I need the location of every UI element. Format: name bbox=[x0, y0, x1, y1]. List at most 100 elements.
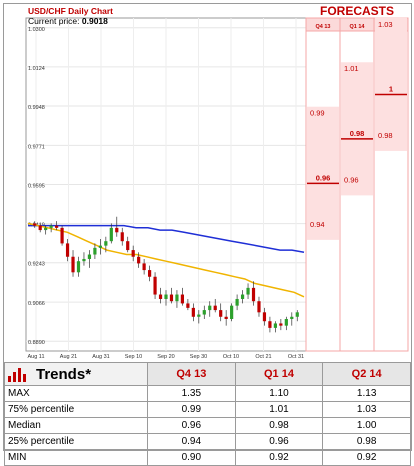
forecast-header-label: Q4 13 bbox=[316, 24, 331, 30]
candle-body bbox=[44, 227, 48, 231]
candle-body bbox=[191, 307, 195, 317]
candle-body bbox=[104, 241, 108, 246]
candle-body bbox=[147, 270, 152, 277]
candles bbox=[33, 216, 299, 333]
ma-slow-line bbox=[28, 224, 305, 254]
x-tick-label: Aug 11 bbox=[27, 354, 44, 360]
forecast-low-label: 0.96 bbox=[344, 175, 359, 184]
price-chart: 1.03001.01240.99480.97710.95950.94190.92… bbox=[25, 4, 409, 360]
table-cell: 1.01 bbox=[234, 401, 324, 418]
candle-body bbox=[49, 225, 53, 228]
table-cell: 0.92 bbox=[234, 449, 324, 466]
trends-header-row: Trends* Q4 13 Q1 14 Q2 14 bbox=[4, 362, 411, 386]
candle-body bbox=[164, 294, 168, 299]
candle-body bbox=[213, 305, 217, 311]
candle-body bbox=[284, 318, 288, 326]
y-tick-label: 0.8890 bbox=[28, 340, 45, 346]
forecast-median-label: 1 bbox=[389, 84, 393, 93]
row-label: 25% percentile bbox=[4, 433, 148, 450]
forecast-low-label: 0.94 bbox=[310, 220, 325, 229]
x-tick-label: Aug 21 bbox=[60, 354, 77, 360]
table-row: 75% percentile 0.99 1.01 1.03 bbox=[4, 401, 411, 418]
candle-body bbox=[126, 241, 130, 251]
x-tick-label: Oct 21 bbox=[255, 354, 271, 360]
table-cell: 0.99 bbox=[147, 401, 236, 418]
candle-body bbox=[202, 310, 206, 315]
candle-body bbox=[131, 250, 135, 257]
trends-title: Trends bbox=[36, 365, 86, 383]
x-tick-label: Aug 31 bbox=[92, 354, 109, 360]
table-cell: 0.90 bbox=[147, 449, 236, 466]
table-cell: 1.35 bbox=[147, 385, 236, 402]
x-tick-label: Sep 20 bbox=[157, 354, 174, 360]
trends-title-mark: * bbox=[85, 365, 92, 383]
table-cell: 1.00 bbox=[322, 417, 411, 434]
forecast-range-band bbox=[307, 106, 339, 240]
x-tick-label: Oct 31 bbox=[288, 354, 304, 360]
row-label: MAX bbox=[4, 385, 148, 402]
forecast-header-label: Q1 14 bbox=[350, 24, 366, 30]
forecast-high-label: 1.01 bbox=[344, 64, 359, 73]
candle-body bbox=[33, 223, 37, 226]
y-tick-label: 0.9066 bbox=[28, 301, 45, 307]
forecast-range-band bbox=[375, 17, 407, 151]
y-tick-label: 1.0124 bbox=[28, 66, 45, 72]
candle-body bbox=[98, 245, 102, 248]
x-axis: Aug 11 Aug 21 Aug 31 Sep 10 Sep 20 Sep 30 Oct … bbox=[27, 354, 304, 360]
candle-body bbox=[137, 256, 141, 264]
candle-body bbox=[55, 225, 59, 228]
candle-body bbox=[65, 243, 70, 257]
forecast-high-label: 0.99 bbox=[310, 109, 325, 118]
forecast-range-band bbox=[341, 62, 373, 196]
ma-fast-line bbox=[27, 222, 305, 298]
table-cell: 0.92 bbox=[322, 449, 411, 466]
table-cell: 0.98 bbox=[234, 417, 324, 434]
table-cell: 0.94 bbox=[147, 433, 236, 450]
x-tick-label: Sep 30 bbox=[190, 354, 207, 360]
candle-body bbox=[230, 305, 234, 319]
candle-body bbox=[71, 256, 75, 273]
col-header-q4-13: Q4 13 bbox=[147, 362, 236, 386]
candle-body bbox=[109, 227, 113, 242]
trends-title-cell: Trends* bbox=[4, 362, 148, 386]
candle-body bbox=[180, 294, 185, 304]
candle-body bbox=[197, 314, 201, 317]
row-label: Median bbox=[4, 417, 148, 434]
bar-chart-icon bbox=[8, 367, 26, 382]
candle-body bbox=[257, 301, 261, 313]
candle-body bbox=[273, 323, 277, 328]
candle-body bbox=[93, 247, 97, 255]
candle-body bbox=[169, 294, 174, 302]
candle-body bbox=[290, 316, 294, 319]
candle-body bbox=[224, 316, 228, 319]
candle-body bbox=[235, 298, 239, 306]
row-label: 75% percentile bbox=[4, 401, 148, 418]
candle-body bbox=[279, 323, 283, 326]
forecast-median-label: 0.98 bbox=[350, 129, 365, 138]
candle-body bbox=[208, 305, 212, 311]
candle-body bbox=[76, 261, 81, 273]
candle-body bbox=[38, 225, 42, 231]
table-cell: 1.03 bbox=[322, 401, 411, 418]
candle-body bbox=[120, 232, 124, 242]
candle-body bbox=[295, 312, 299, 317]
candle-body bbox=[262, 312, 267, 322]
col-header-q2-14: Q2 14 bbox=[322, 362, 411, 386]
y-tick-label: 0.9595 bbox=[28, 184, 45, 190]
candle-body bbox=[142, 263, 146, 271]
candle-body bbox=[82, 258, 86, 262]
table-cell: 1.10 bbox=[234, 385, 324, 402]
candle-body bbox=[87, 254, 92, 259]
x-tick-label: Sep 10 bbox=[125, 354, 142, 360]
table-cell: 1.13 bbox=[322, 385, 411, 402]
forecasts-title: FORECASTS bbox=[320, 4, 394, 18]
candle-body bbox=[115, 227, 119, 233]
candle-body bbox=[186, 303, 190, 308]
candle-body bbox=[219, 310, 223, 317]
table-row: 25% percentile 0.94 0.96 0.98 bbox=[4, 433, 411, 450]
current-price: 0.9018 bbox=[82, 16, 108, 26]
y-tick-label: 1.0300 bbox=[28, 27, 45, 33]
candle-body bbox=[251, 287, 256, 302]
trends-table: Trends* Q4 13 Q1 14 Q2 14 MAX 1.35 1.10 … bbox=[4, 362, 411, 466]
